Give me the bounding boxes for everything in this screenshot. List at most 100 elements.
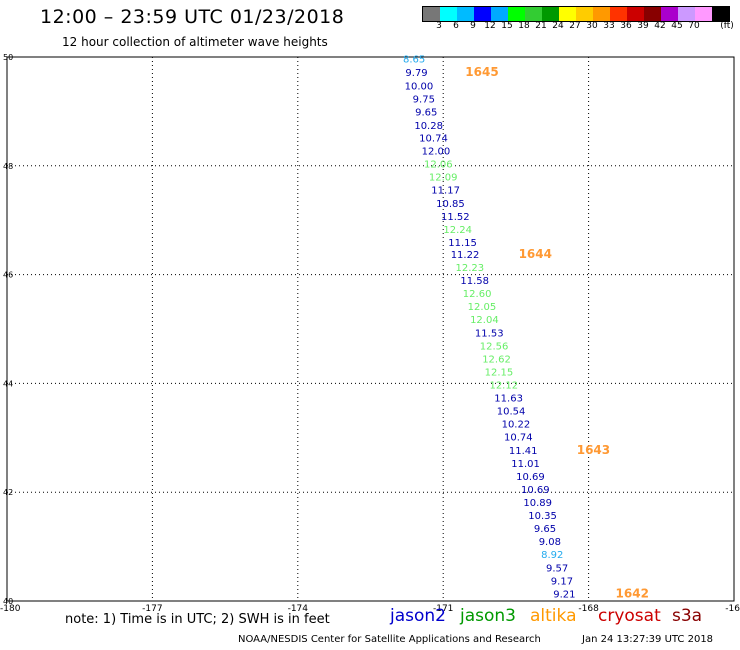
wave-height-value: 9.79 [405,68,427,79]
satellite-legend-altika: altika [530,606,577,626]
colorbar-tick-label: 21 [535,21,547,31]
satellite-legend-s3a: s3a [672,606,703,626]
wave-height-value: 12.06 [424,160,453,171]
colorbar-swatch [627,7,644,21]
wave-height-value: 11.17 [431,186,460,197]
map-frame [6,56,735,602]
wave-height-value: 10.35 [528,511,557,522]
colorbar-tick-label: 18 [518,21,530,31]
wave-height-value: 10.00 [405,81,434,92]
wave-height-value: 10.74 [504,433,533,444]
colorbar-tick-label: 30 [586,21,598,31]
pass-number-label: 1645 [465,65,498,79]
colorbar-swatch [695,7,712,21]
longitude-tick-label: -180 [0,604,21,614]
colorbar-swatch [661,7,678,21]
pass-number-label: 1642 [616,586,649,600]
wave-height-value: 12.05 [468,302,497,313]
latitude-tick-label: 46 [3,271,13,280]
wave-height-value: 9.65 [415,107,437,118]
credit-line: NOAA/NESDIS Center for Satellite Applica… [238,634,541,645]
colorbar-tick-label: 24 [552,21,564,31]
wave-height-value: 10.69 [516,472,545,483]
wave-height-value: 8.65 [403,55,425,66]
colorbar-swatch [423,7,440,21]
pass-number-label: 1644 [519,247,552,261]
latitude-tick-label: 44 [3,379,13,388]
colorbar-tick-label: 45 [671,21,683,31]
latitude-tick-label: 40 [3,597,13,606]
colorbar-tick-label: 70 [688,21,700,31]
colorbar-tick-label: 33 [603,21,615,31]
colorbar-swatch [508,7,525,21]
wave-height-value: 11.22 [451,250,480,261]
satellite-legend-cryosat: cryosat [598,606,661,626]
colorbar-swatch [542,7,559,21]
colorbar-swatch [440,7,457,21]
colorbar-labels: 3 6 9 12 15 18 21 24 27 30 33 36 39 42 45 70 (ft) [422,21,737,33]
wave-height-colorbar [422,6,730,22]
wave-height-value: 12.60 [463,289,492,300]
wave-height-value: 12.15 [485,367,514,378]
wave-height-value: 11.52 [441,212,470,223]
colorbar-tick-label: 27 [569,21,581,31]
colorbar-tick-label: 9 [470,21,476,31]
wave-height-value: 8.92 [541,550,563,561]
page-title: 12:00 – 23:59 UTC 01/23/2018 [40,6,345,28]
page-subtitle: 12 hour collection of altimeter wave hei… [62,35,328,49]
wave-height-value: 12.04 [470,315,499,326]
colorbar-swatch [610,7,627,21]
footnote: note: 1) Time is in UTC; 2) SWH is in fe… [65,612,330,627]
latitude-tick-label: 50 [3,53,13,62]
wave-height-value: 12.12 [489,380,518,391]
wave-height-value: 11.15 [448,238,477,249]
colorbar-tick-label: 39 [637,21,649,31]
wave-height-value: 10.22 [502,420,531,431]
colorbar-tick-label: 12 [484,21,496,31]
colorbar-swatch [576,7,593,21]
wave-height-value: 9.65 [534,524,556,535]
wave-height-value: 10.85 [436,199,465,210]
colorbar-swatch [678,7,695,21]
wave-height-value: 10.69 [521,485,550,496]
wave-height-value: 11.58 [460,276,489,287]
wave-height-value: 9.08 [539,537,561,548]
colorbar-swatch [559,7,576,21]
colorbar-swatch [593,7,610,21]
pass-number-label: 1643 [577,443,610,457]
wave-height-value: 9.75 [413,94,435,105]
satellite-legend-jason3: jason3 [460,606,516,626]
wave-height-value: 12.62 [482,354,511,365]
wave-height-value: 12.00 [422,147,451,158]
longitude-tick-label: -168 [578,604,599,614]
colorbar-tick-label: 3 [436,21,442,31]
wave-height-value: 9.21 [553,589,575,600]
colorbar-swatch [712,7,729,21]
colorbar-tick-label: 15 [501,21,513,31]
satellite-legend-jason2: jason2 [390,606,446,626]
wave-height-value: 12.09 [429,173,458,184]
wave-height-value: 10.28 [414,121,443,132]
wave-height-value: 10.89 [523,498,552,509]
colorbar-tick-label: 42 [654,21,666,31]
wave-height-value: 9.17 [551,576,573,587]
colorbar-swatch [525,7,542,21]
latitude-tick-label: 42 [3,488,13,497]
longitude-tick-label: -174 [288,604,309,614]
colorbar-swatch [457,7,474,21]
latitude-tick-label: 48 [3,162,13,171]
colorbar-swatch [491,7,508,21]
colorbar-tick-label: 6 [453,21,459,31]
longitude-tick-label: -177 [142,604,162,614]
wave-height-value: 11.41 [509,446,538,457]
wave-height-value: 9.57 [546,563,568,574]
wave-height-value: 12.23 [456,263,485,274]
wave-height-value: 12.56 [480,341,509,352]
wave-height-value: 11.01 [511,459,540,470]
wave-height-value: 10.54 [497,407,526,418]
colorbar-swatch [644,7,661,21]
wave-height-value: 11.53 [475,328,504,339]
colorbar-swatch [474,7,491,21]
wave-height-value: 12.24 [443,225,472,236]
